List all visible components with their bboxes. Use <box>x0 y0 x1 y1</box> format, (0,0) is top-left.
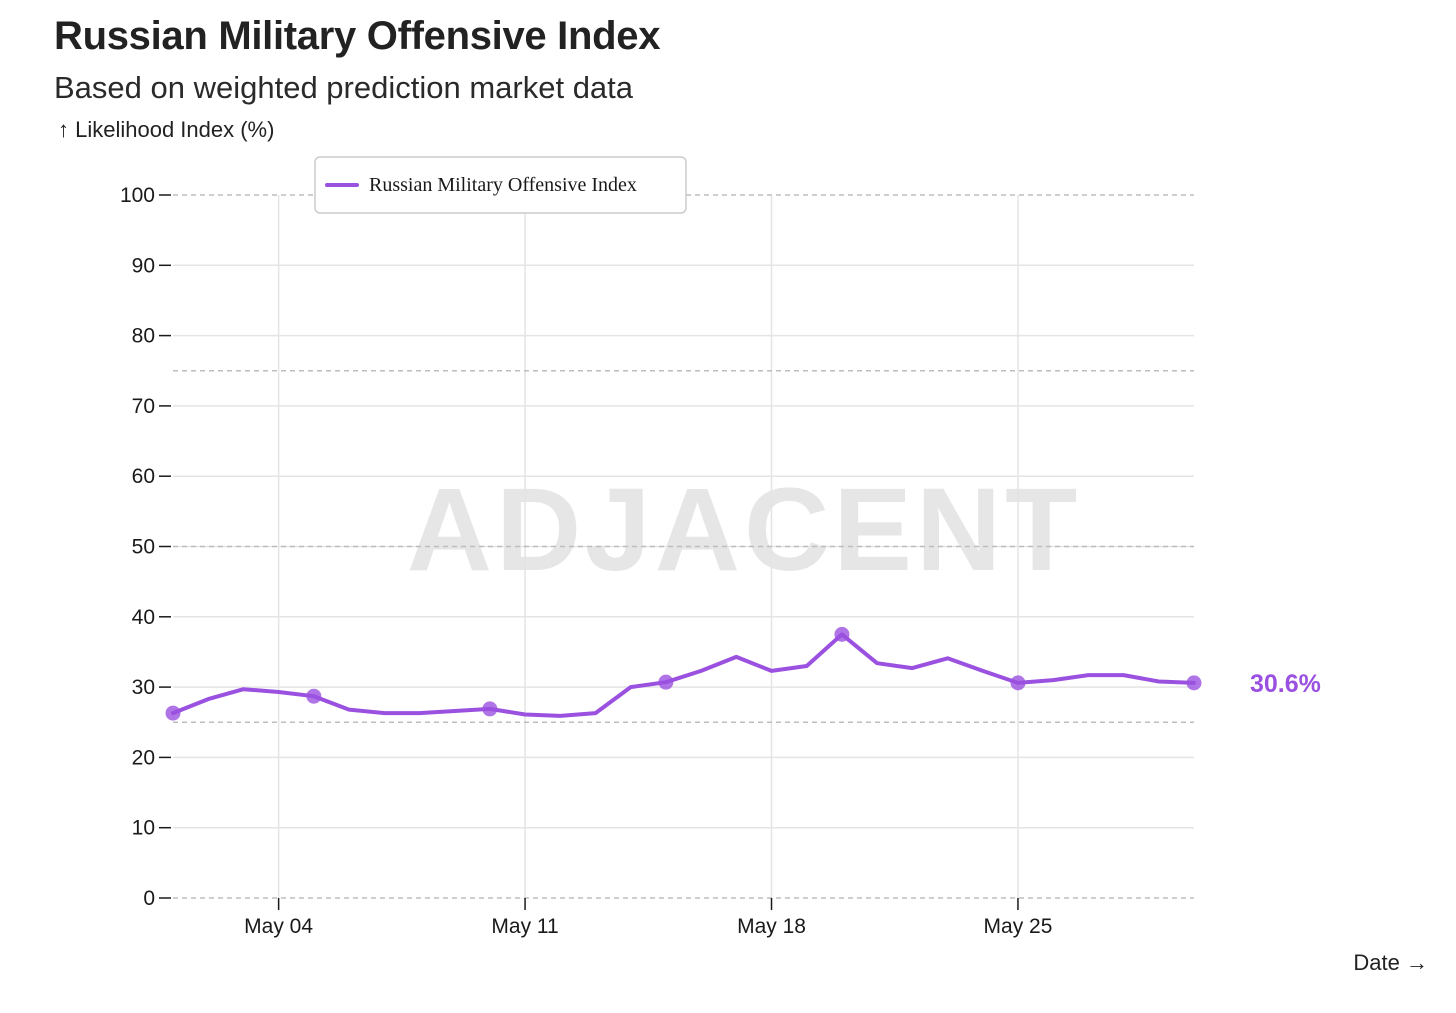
y-axis-label: ↑ Likelihood Index (%) <box>58 117 275 142</box>
watermark-text: ADJACENT <box>407 464 1082 596</box>
y-tick-label-0: 0 <box>143 887 155 910</box>
legend-box <box>314 156 687 214</box>
y-tick-label-30: 30 <box>132 676 155 699</box>
data-point-day-1 <box>165 705 181 721</box>
y-tick-label-90: 90 <box>132 254 155 277</box>
y-tick-label-20: 20 <box>132 746 155 769</box>
x-axis-label: Date → <box>1353 950 1428 975</box>
x-tick-label-11: May 11 <box>491 915 558 938</box>
y-tick-label-10: 10 <box>132 817 155 840</box>
x-tick-label-18: May 18 <box>737 915 806 938</box>
legend: Russian Military Offensive Index <box>314 156 687 214</box>
data-point-day-10 <box>482 701 498 717</box>
chart-subtitle: Based on weighted prediction market data <box>54 70 634 105</box>
y-tick-label-50: 50 <box>132 536 155 559</box>
y-tick-label-70: 70 <box>132 395 155 418</box>
series-layer: 30.6% <box>165 626 1321 721</box>
data-point-day-20 <box>834 626 850 642</box>
y-tick-label-60: 60 <box>132 465 155 488</box>
y-tick-label-40: 40 <box>132 606 155 629</box>
data-point-day-15 <box>658 674 674 690</box>
y-tick-label-100: 100 <box>120 184 155 207</box>
data-point-day-5 <box>306 688 322 704</box>
y-tick-label-80: 80 <box>132 325 155 348</box>
legend-label-0: Russian Military Offensive Index <box>369 174 637 196</box>
axes: 0 10 20 30 40 50 60 70 80 90 100 May 04 May 11 May 18… <box>120 184 1052 938</box>
grid-lines <box>173 194 1194 899</box>
data-point-day-30 <box>1186 675 1202 691</box>
data-point-day-25 <box>1010 675 1026 691</box>
chart-title: Russian Military Offensive Index <box>54 14 661 58</box>
x-tick-label-25: May 25 <box>984 915 1053 938</box>
x-tick-label-4: May 04 <box>244 915 313 938</box>
series-line-0 <box>171 632 1196 718</box>
end-value-label: 30.6% <box>1250 670 1321 698</box>
